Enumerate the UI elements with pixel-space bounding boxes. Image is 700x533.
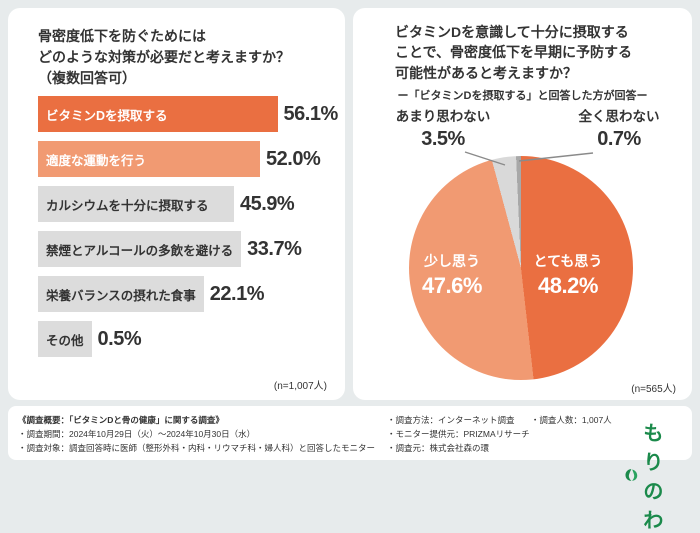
pie-chart-title-line: ことで、骨密度低下を早期に予防する <box>395 44 633 61</box>
survey-publisher: ・調査元：株式会社森の環 <box>387 443 490 454</box>
infographic-page: 骨密度低下を防ぐためには どのような対策が必要だと考えますか？ （複数回答可） … <box>8 8 692 532</box>
bar: 適度な運動を行う <box>38 141 261 177</box>
morinowa-logo-text: もりのわ <box>643 423 665 532</box>
morinowa-leaf-icon <box>625 469 637 481</box>
bar-row: カルシウムを十分に摂取する 45.9% <box>38 186 333 222</box>
survey-method: ・調査方法：インターネット調査 <box>387 415 515 425</box>
survey-overview-heading: 《調査概要：「ビタミンDと骨の健康」に関する調査》 <box>18 415 224 425</box>
bar: カルシウムを十分に摂取する <box>38 186 234 222</box>
pie-label-totemo-omou: とても思う 48.2% <box>518 252 618 299</box>
bar-value-label: 0.5% <box>97 327 142 350</box>
bar-value-label: 56.1% <box>283 102 339 125</box>
bar-row: 適度な運動を行う 52.0% <box>38 141 333 177</box>
survey-overview-left-column: 《調査概要：「ビタミンDと骨の健康」に関する調査》 ・調査期間：2024年10月… <box>18 413 375 455</box>
pie-chart-subtitle: ー「ビタミンDを摂取する」と回答した方が回答ー <box>397 90 648 102</box>
bar: その他 <box>38 321 92 357</box>
pie-slice-value: 48.2% <box>538 272 598 298</box>
bar: 栄養バランスの摂れた食事 <box>38 276 204 312</box>
pie-chart-title-line: 可能性があると考えますか？ <box>395 64 577 81</box>
pie-chart-sample-size: (n=565人) <box>631 384 676 395</box>
survey-monitor-source: ・モニター提供元：PRIZMAリサーチ <box>387 429 530 440</box>
bar-category-label: ビタミンDを摂取する <box>46 108 168 123</box>
morinowa-logo: もりのわ <box>624 413 682 533</box>
bar-category-label: カルシウムを十分に摂取する <box>46 198 209 213</box>
pie-label-amari-omowanai: あまり思わない 3.5% <box>383 108 503 151</box>
bar-value-label: 45.9% <box>239 192 295 215</box>
bar-row: ビタミンDを摂取する 56.1% <box>38 96 338 132</box>
pie-slice-label: 少し思う <box>424 253 480 269</box>
bar-chart-title-line: 骨密度低下を防ぐためには <box>38 28 206 44</box>
survey-period: ・調査期間：2024年10月29日（火）〜2024年10月30日（水） <box>18 429 256 440</box>
bar: 禁煙とアルコールの多飲を避ける <box>38 231 242 267</box>
pie-chart-title: ビタミンDを意識して十分に摂取する ことで、骨密度低下を早期に予防する 可能性が… <box>395 22 632 83</box>
bar-category-label: 栄養バランスの摂れた食事 <box>46 288 196 303</box>
survey-overview-right-column: ・調査方法：インターネット調査 ・調査人数：1,007人 ・モニター提供元：PR… <box>387 413 612 455</box>
pie-chart <box>409 156 633 380</box>
bar-row: 栄養バランスの摂れた食事 22.1% <box>38 276 333 312</box>
pie-slice-label: とても思う <box>533 253 603 269</box>
bar-chart-sample-size: (n=1,007人) <box>273 381 327 392</box>
bar-row: その他 0.5% <box>38 321 333 357</box>
bar: ビタミンDを摂取する <box>38 96 278 132</box>
bar-value-label: 22.1% <box>209 282 265 305</box>
bar-category-label: 適度な運動を行う <box>46 153 147 168</box>
bar-chart-card: 骨密度低下を防ぐためには どのような対策が必要だと考えますか？ （複数回答可） … <box>8 8 345 400</box>
bar-value-label: 52.0% <box>266 147 321 170</box>
bar-category-label: 禁煙とアルコールの多飲を避ける <box>46 243 234 258</box>
bar-chart-title-line: （複数回答可） <box>38 70 136 86</box>
pie-slice-value: 47.6% <box>422 272 482 298</box>
pie-chart-card: ビタミンDを意識して十分に摂取する ことで、骨密度低下を早期に予防する 可能性が… <box>353 8 692 400</box>
pie-label-sukoshi-omou: 少し思う 47.6% <box>402 252 502 299</box>
bar-chart-title-line: どのような対策が必要だと考えますか？ <box>38 49 290 65</box>
pie-chart-title-line: ビタミンDを意識して十分に摂取する <box>395 24 629 40</box>
pie-label-mattaku-omowanai: 全く思わない 0.7% <box>559 108 679 151</box>
pie-slice-value: 3.5% <box>421 127 465 150</box>
bar-category-label: その他 <box>46 333 84 348</box>
bar-chart: ビタミンDを摂取する 56.1% 適度な運動を行う 52.0% カルシウムを十分に摂取す… <box>38 96 338 366</box>
bar-row: 禁煙とアルコールの多飲を避ける 33.7% <box>38 231 333 267</box>
bar-chart-title: 骨密度低下を防ぐためには どのような対策が必要だと考えますか？ （複数回答可） <box>38 26 290 89</box>
bar-value-label: 33.7% <box>247 237 302 260</box>
pie-slice-label: 全く思わない <box>578 109 660 124</box>
survey-count: ・調査人数：1,007人 <box>530 415 612 425</box>
pie-slice-value: 0.7% <box>597 127 641 150</box>
survey-footer: 《調査概要：「ビタミンDと骨の健康」に関する調査》 ・調査期間：2024年10月… <box>8 406 692 532</box>
pie-slice-label: あまり思わない <box>395 109 491 124</box>
survey-target: ・調査対象：調査回答時に医師（整形外科・内科・リウマチ科・婦人科）と回答したモニ… <box>18 443 376 454</box>
